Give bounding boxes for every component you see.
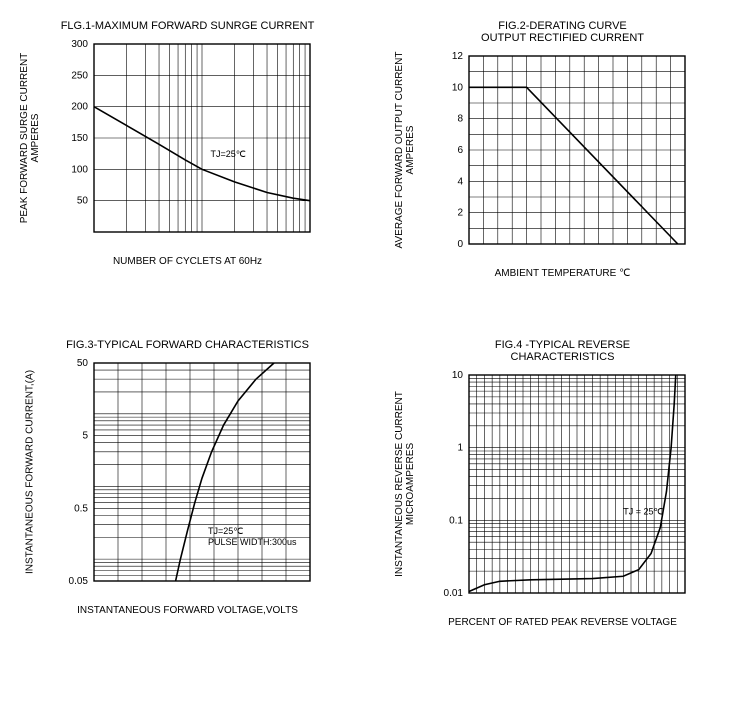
svg-text:TJ = 25℃: TJ = 25℃ — [623, 507, 663, 517]
svg-text:0.05: 0.05 — [68, 576, 88, 587]
fig3-chart: INSTANTANEOUS FORWARD CURRENT,(A) 00.20.… — [58, 357, 318, 587]
svg-text:200: 200 — [71, 102, 88, 113]
fig2-panel: FIG.2-DERATING CURVE OUTPUT RECTIFIED CU… — [395, 20, 730, 309]
svg-text:6: 6 — [457, 145, 463, 156]
svg-text:100: 100 — [71, 164, 88, 175]
fig2-ylabel: AVERAGE FORWARD OUTPUT CURRENT AMPERES — [394, 52, 416, 249]
svg-text:50: 50 — [76, 196, 88, 207]
fig1-svg: 11010050100150200250300TJ=25℃ — [58, 38, 318, 238]
fig2-svg: 050100150024681012 — [433, 50, 693, 250]
fig4-chart: INSTANTANEOUS REVERSE CURRENT MICROAMPER… — [433, 369, 693, 599]
fig1-xlabel: NUMBER OF CYCLETS AT 60Hz — [113, 256, 262, 267]
fig3-title: FIG.3-TYPICAL FORWARD CHARACTERISTICS — [66, 339, 309, 351]
svg-text:0.01: 0.01 — [443, 588, 463, 599]
fig1-panel: FLG.1-MAXIMUM FORWARD SUNRGE CURRENT PEA… — [20, 20, 355, 309]
svg-text:0.5: 0.5 — [74, 503, 88, 514]
fig3-panel: FIG.3-TYPICAL FORWARD CHARACTERISTICS IN… — [20, 339, 355, 628]
fig1-title: FLG.1-MAXIMUM FORWARD SUNRGE CURRENT — [61, 20, 315, 32]
fig2-chart: AVERAGE FORWARD OUTPUT CURRENT AMPERES 0… — [433, 50, 693, 250]
svg-text:PULSE WIDTH:300us: PULSE WIDTH:300us — [208, 537, 297, 547]
charts-grid: FLG.1-MAXIMUM FORWARD SUNRGE CURRENT PEA… — [20, 20, 730, 628]
svg-text:4: 4 — [457, 176, 463, 187]
svg-text:0: 0 — [457, 239, 463, 250]
fig3-xlabel: INSTANTANEOUS FORWARD VOLTAGE,VOLTS — [77, 605, 298, 616]
svg-text:10: 10 — [451, 370, 463, 381]
svg-text:12: 12 — [451, 51, 463, 62]
svg-text:2: 2 — [457, 208, 463, 219]
svg-text:5: 5 — [82, 431, 88, 442]
svg-text:10: 10 — [451, 82, 463, 93]
svg-text:8: 8 — [457, 114, 463, 125]
svg-text:50: 50 — [76, 358, 88, 369]
fig1-chart: PEAK FORWARD SURGE CURRENT AMPERES 11010… — [58, 38, 318, 238]
fig4-ylabel: INSTANTANEOUS REVERSE CURRENT MICROAMPER… — [394, 391, 416, 577]
fig1-ylabel: PEAK FORWARD SURGE CURRENT AMPERES — [19, 53, 41, 224]
fig4-svg: 0204060801001201400.010.1110TJ = 25℃ — [433, 369, 693, 599]
svg-text:1: 1 — [457, 443, 463, 454]
svg-text:0.1: 0.1 — [449, 515, 463, 526]
svg-text:TJ=25℃: TJ=25℃ — [208, 526, 243, 536]
svg-text:150: 150 — [71, 133, 88, 144]
svg-text:300: 300 — [71, 39, 88, 50]
fig2-xlabel: AMBIENT TEMPERATURE ℃ — [495, 268, 631, 279]
svg-text:250: 250 — [71, 70, 88, 81]
fig4-panel: FIG.4 -TYPICAL REVERSE CHARACTERISTICS I… — [395, 339, 730, 628]
fig3-ylabel: INSTANTANEOUS FORWARD CURRENT,(A) — [24, 370, 35, 574]
fig2-title: FIG.2-DERATING CURVE OUTPUT RECTIFIED CU… — [481, 20, 644, 44]
svg-text:TJ=25℃: TJ=25℃ — [210, 149, 245, 159]
fig3-svg: 00.20.40.60.811.21.41.61.80.050.5550TJ=2… — [58, 357, 318, 587]
fig4-title: FIG.4 -TYPICAL REVERSE CHARACTERISTICS — [495, 339, 630, 363]
fig4-xlabel: PERCENT OF RATED PEAK REVERSE VOLTAGE — [448, 617, 677, 628]
